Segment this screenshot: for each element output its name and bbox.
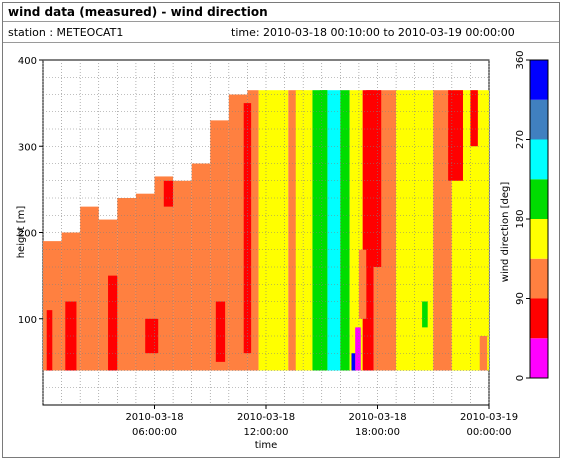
info-bar: station : METEOCAT1 time: 2010-03-18 00:…: [3, 22, 559, 43]
y-axis-label: height [m]: [16, 206, 27, 259]
grid-lines: [42, 60, 490, 405]
heatmap-patch: [355, 327, 361, 371]
heatmap-patch: [295, 90, 304, 371]
x-tick-date-label: 2010-03-18: [348, 412, 406, 423]
heatmap-patch: [351, 353, 356, 371]
x-tick-date-label: 2010-03-18: [125, 412, 183, 423]
colorbar-segment: [530, 338, 548, 378]
heatmap-patch: [358, 249, 367, 319]
x-axis-label: time: [255, 440, 278, 451]
colorbar-tick-label: 90: [515, 292, 526, 305]
heatmap-band: [80, 206, 99, 371]
colorbar-label: wind direction [deg]: [500, 182, 511, 283]
colorbar-segment: [530, 219, 548, 259]
x-tick-date-label: 2010-03-19: [460, 412, 518, 423]
heatmap-patch: [448, 90, 463, 181]
colorbar-segment: [530, 60, 548, 100]
colorbar-tick-label: 0: [515, 375, 526, 381]
heatmap-patch: [422, 301, 428, 328]
title-bar: wind data (measured) - wind direction: [3, 3, 559, 22]
heatmap-patch: [215, 301, 226, 362]
heatmap-band: [433, 90, 452, 371]
heatmap-band: [191, 163, 211, 371]
heatmap-patch: [163, 180, 174, 207]
colorbar-tick-label: 360: [515, 50, 526, 69]
heatmap-patch: [479, 336, 488, 371]
colorbar-segment: [530, 99, 548, 140]
heatmap-band: [340, 90, 350, 371]
heatmap-patch: [470, 90, 478, 147]
heatmap-band: [327, 90, 341, 371]
station-label: station : METEOCAT1: [8, 26, 124, 39]
y-tick-label: 100: [18, 315, 37, 326]
colorbar-segment: [530, 179, 548, 219]
x-tick-time-label: 00:00:00: [467, 427, 512, 438]
x-tick-date-label: 2010-03-18: [237, 412, 295, 423]
x-tick-time-label: 12:00:00: [244, 427, 289, 438]
colorbar: 0 90 180 270 360: [515, 50, 549, 381]
time-range-label: time: 2010-03-18 00:10:00 to 2010-03-19 …: [231, 26, 515, 39]
heatmap-patch: [46, 310, 53, 371]
heatmap-band: [258, 90, 289, 371]
heatmap-band: [117, 198, 136, 371]
heatmap-patch: [366, 90, 382, 267]
heatmap-band: [247, 90, 259, 371]
x-tick-time-label: 18:00:00: [355, 427, 400, 438]
x-tick-time-label: 06:00:00: [132, 427, 177, 438]
y-axis: 100 200 300 400: [18, 56, 43, 326]
y-tick-label: 300: [18, 142, 37, 153]
heatmap-band: [154, 176, 174, 371]
heatmap-band: [173, 180, 192, 371]
heatmap-patch: [108, 275, 118, 371]
colorbar-tick-label: 270: [515, 130, 526, 149]
colorbar-segment: [530, 258, 548, 299]
heatmap-band: [303, 90, 313, 371]
y-tick-label: 400: [18, 56, 37, 67]
chart-title: wind data (measured) - wind direction: [8, 5, 268, 19]
y-tick-label: 200: [18, 229, 37, 240]
colorbar-tick-label: 180: [515, 209, 526, 228]
colorbar-segment: [530, 139, 548, 180]
heatmap-patch: [319, 90, 328, 371]
x-axis: 2010-03-18 06:00:00 2010-03-18 12:00:00 2010…: [125, 405, 518, 438]
colorbar-segment: [530, 298, 548, 339]
